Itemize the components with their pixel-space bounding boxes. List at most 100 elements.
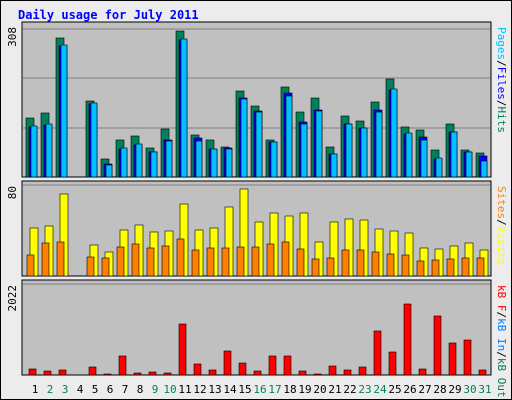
kb-bar-kb-f-day-20 bbox=[313, 373, 322, 376]
legend-item-pages: Pages bbox=[495, 27, 508, 60]
kb-bar-kb-f-day-25 bbox=[388, 351, 397, 376]
hfp-bar-pages-day-9 bbox=[150, 151, 158, 178]
hfp-bar-pages-day-29 bbox=[450, 131, 458, 178]
hfp-bar-pages-day-16 bbox=[255, 111, 263, 178]
hfp-bar-pages-day-18 bbox=[285, 95, 293, 178]
kb-bar-kb-f-day-31 bbox=[478, 369, 487, 376]
vs-bar-sites-day-21 bbox=[326, 257, 335, 277]
x-label-day-30: 30 bbox=[463, 383, 476, 396]
vs-bar-sites-day-20 bbox=[311, 258, 320, 277]
vs-bar-sites-day-30 bbox=[461, 257, 470, 277]
x-label-day-1: 1 bbox=[32, 383, 39, 396]
bottom-legend: kB F/kB In/kB Out bbox=[495, 285, 508, 398]
hfp-bar-pages-day-24 bbox=[375, 111, 383, 178]
kb-bar-kb-f-day-7 bbox=[118, 355, 127, 376]
hfp-bar-pages-day-19 bbox=[300, 123, 308, 178]
hfp-bar-pages-day-10 bbox=[165, 140, 173, 178]
hfp-bar-pages-day-3 bbox=[60, 44, 68, 178]
kb-bar-kb-f-day-18 bbox=[283, 355, 292, 376]
bottom-panel: 2022 kB F/kB In/kB Out bbox=[6, 279, 508, 398]
x-label-day-18: 18 bbox=[283, 383, 296, 396]
vs-bar-sites-day-19 bbox=[296, 248, 305, 277]
x-label-day-21: 21 bbox=[328, 383, 341, 396]
vs-bar-sites-day-24 bbox=[371, 251, 380, 277]
hfp-bar-pages-day-12 bbox=[195, 140, 203, 178]
legend-item-files: Files bbox=[495, 67, 508, 100]
hfp-bar-pages-day-28 bbox=[435, 157, 443, 178]
kb-bar-kb-f-day-27 bbox=[418, 368, 427, 376]
x-label-day-15: 15 bbox=[238, 383, 251, 396]
x-label-day-17: 17 bbox=[268, 383, 281, 396]
kb-bar-kb-f-day-22 bbox=[343, 369, 352, 376]
x-label-day-12: 12 bbox=[193, 383, 206, 396]
vs-bar-sites-day-13 bbox=[206, 247, 215, 277]
middle-panel: 80 Sites/Visits bbox=[6, 180, 508, 277]
legend-item-visits: Visits bbox=[495, 226, 508, 266]
x-label-day-11: 11 bbox=[178, 383, 191, 396]
kb-bar-kb-f-day-11 bbox=[178, 323, 187, 376]
kb-bar-kb-f-day-8 bbox=[133, 372, 142, 376]
kb-bar-kb-f-day-5 bbox=[88, 366, 97, 376]
legend-separator: / bbox=[495, 219, 508, 226]
vs-bar-sites-day-29 bbox=[446, 258, 455, 277]
kb-bar-kb-f-day-9 bbox=[148, 371, 157, 376]
chart-title: Daily usage for July 2011 bbox=[18, 8, 199, 22]
bottom-panel-bg bbox=[21, 279, 492, 376]
x-label-day-16: 16 bbox=[253, 383, 266, 396]
vs-bar-sites-day-31 bbox=[476, 257, 485, 277]
top-panel: 308 Pages/Files/Hits bbox=[6, 21, 508, 178]
vs-bar-sites-day-12 bbox=[191, 249, 200, 277]
hfp-bar-pages-day-21 bbox=[330, 153, 338, 178]
vs-bar-sites-day-16 bbox=[251, 246, 260, 277]
x-label-day-2: 2 bbox=[47, 383, 54, 396]
middle-y-max-label: 80 bbox=[6, 186, 19, 199]
x-label-day-3: 3 bbox=[62, 383, 69, 396]
x-label-day-26: 26 bbox=[403, 383, 416, 396]
hfp-bar-pages-day-5 bbox=[90, 102, 98, 178]
legend-item-kb: kB F bbox=[495, 285, 508, 312]
x-label-day-6: 6 bbox=[107, 383, 114, 396]
kb-bar-kb-f-day-3 bbox=[58, 369, 67, 376]
x-label-day-7: 7 bbox=[122, 383, 129, 396]
kb-bar-kb-f-day-21 bbox=[328, 365, 337, 376]
hfp-bar-pages-day-27 bbox=[420, 139, 428, 178]
hfp-bar-pages-day-2 bbox=[45, 123, 53, 178]
legend-item-kb-in: kB In bbox=[495, 318, 508, 351]
x-label-day-14: 14 bbox=[223, 383, 237, 396]
x-label-day-22: 22 bbox=[343, 383, 356, 396]
bottom-panel-bars bbox=[28, 303, 487, 376]
x-label-day-28: 28 bbox=[433, 383, 446, 396]
hfp-bar-pages-day-7 bbox=[120, 147, 128, 178]
vs-bar-sites-day-27 bbox=[416, 260, 425, 277]
legend-item-sites: Sites bbox=[495, 186, 508, 219]
x-label-day-24: 24 bbox=[373, 383, 387, 396]
hfp-bar-pages-day-13 bbox=[210, 148, 218, 178]
legend-separator: / bbox=[495, 100, 508, 107]
x-label-day-23: 23 bbox=[358, 383, 371, 396]
kb-bar-kb-f-day-15 bbox=[238, 362, 247, 376]
hfp-bar-pages-day-30 bbox=[465, 151, 473, 178]
kb-bar-kb-f-day-26 bbox=[403, 303, 412, 376]
vs-bar-sites-day-25 bbox=[386, 253, 395, 277]
vs-bar-sites-day-2 bbox=[41, 242, 50, 277]
legend-separator: / bbox=[495, 60, 508, 67]
kb-bar-kb-f-day-28 bbox=[433, 315, 442, 376]
x-label-day-27: 27 bbox=[418, 383, 431, 396]
vs-bar-sites-day-17 bbox=[266, 243, 275, 277]
hfp-bar-pages-day-17 bbox=[270, 141, 278, 178]
kb-bar-kb-f-day-19 bbox=[298, 370, 307, 376]
kb-bar-kb-f-day-30 bbox=[463, 339, 472, 376]
x-label-day-29: 29 bbox=[448, 383, 461, 396]
vs-bar-sites-day-14 bbox=[221, 247, 230, 277]
hfp-bar-pages-day-20 bbox=[315, 110, 323, 178]
bottom-y-max-label: 2022 bbox=[6, 285, 19, 312]
hfp-bar-pages-day-22 bbox=[345, 123, 353, 178]
legend-separator: / bbox=[495, 351, 508, 358]
x-label-day-13: 13 bbox=[208, 383, 221, 396]
x-label-day-10: 10 bbox=[163, 383, 176, 396]
vs-bar-sites-day-11 bbox=[176, 238, 185, 277]
vs-bar-sites-day-8 bbox=[131, 243, 140, 277]
top-panel-bars bbox=[25, 30, 488, 178]
kb-bar-kb-f-day-6 bbox=[103, 373, 112, 376]
